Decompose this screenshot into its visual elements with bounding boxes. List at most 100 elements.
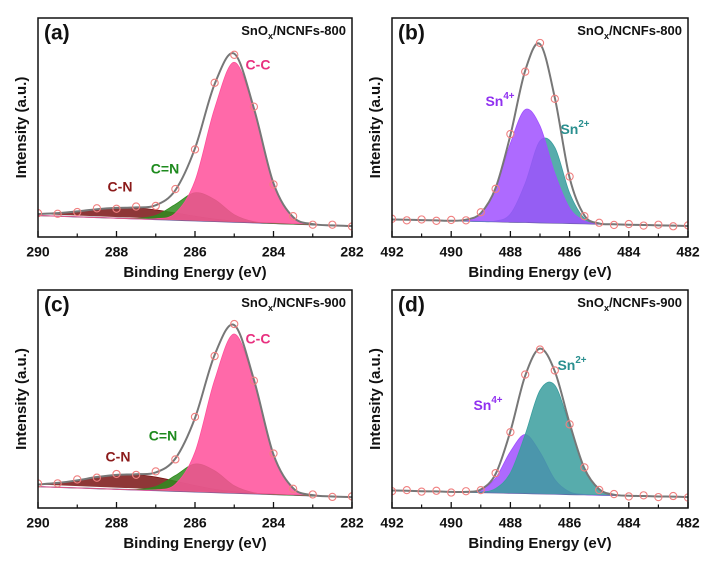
data-point: [447, 488, 456, 497]
data-point: [392, 214, 397, 223]
data-point: [654, 492, 663, 502]
data-point: [595, 485, 604, 495]
fit-line: [38, 52, 352, 228]
x-tick-label: 286: [183, 244, 207, 260]
component-label: Sn4+: [485, 91, 514, 109]
x-tick-label: 482: [676, 515, 700, 531]
data-point: [683, 493, 688, 502]
x-tick-label: 286: [183, 515, 207, 531]
data-point: [269, 449, 278, 458]
data-point: [624, 219, 633, 229]
data-point: [550, 366, 559, 375]
x-tick-label: 488: [499, 515, 523, 531]
panel-label: (d): [398, 294, 425, 317]
x-tick-label: 486: [558, 244, 582, 260]
data-point: [595, 218, 604, 227]
data-point: [461, 216, 471, 225]
data-point: [73, 475, 82, 484]
data-point: [308, 490, 317, 499]
fit-line: [392, 347, 688, 499]
component-area: [38, 61, 352, 227]
data-point: [112, 469, 121, 479]
component-label: C=N: [149, 428, 177, 444]
data-point: [535, 38, 545, 48]
data-point: [288, 212, 298, 221]
data-point: [432, 216, 441, 225]
x-tick-label: 290: [26, 515, 50, 531]
component-area: [392, 381, 688, 498]
x-tick-label: 488: [499, 244, 523, 260]
component-label: C-N: [108, 179, 133, 195]
data-point: [609, 220, 619, 230]
data-point: [392, 487, 397, 496]
fit-line: [38, 323, 352, 499]
data-point: [269, 180, 278, 189]
data-point: [683, 221, 688, 230]
component-label: Sn2+: [557, 355, 586, 373]
y-axis-label: Intensity (a.u.): [367, 77, 384, 179]
panel-label: (c): [44, 294, 70, 317]
sample-label: SnOx/NCNFs-900: [241, 295, 346, 313]
data-point: [565, 172, 574, 181]
data-point: [53, 209, 62, 218]
x-tick-label: 288: [105, 515, 129, 531]
x-axis-label: Binding Energy (eV): [123, 535, 266, 552]
data-point: [92, 473, 102, 482]
data-point: [417, 215, 426, 224]
component-label: Sn2+: [560, 119, 589, 137]
data-point: [432, 486, 441, 495]
data-point: [151, 467, 160, 476]
sample-label: SnOx/NCNFs-800: [241, 23, 346, 41]
x-tick-label: 288: [105, 244, 129, 260]
plot-area: [392, 38, 688, 231]
data-point: [521, 67, 530, 76]
data-point: [249, 102, 259, 111]
x-tick-label: 282: [340, 244, 364, 260]
data-point: [131, 202, 141, 211]
data-point: [171, 184, 180, 194]
panel: C-N C=N C-C 290 288 286 284 282 Binding Energy (…: [13, 289, 364, 552]
data-point: [476, 485, 485, 495]
x-tick-label: 284: [262, 515, 286, 531]
data-point: [92, 204, 102, 213]
component-label: Sn4+: [473, 395, 502, 413]
data-point: [288, 484, 298, 493]
fit-line: [392, 42, 688, 228]
x-axis-label: Binding Energy (eV): [468, 264, 611, 281]
x-tick-label: 486: [558, 515, 582, 531]
x-tick-label: 284: [262, 244, 286, 260]
component-label: C-N: [106, 449, 131, 465]
data-point: [249, 376, 259, 385]
x-tick-label: 490: [440, 515, 464, 531]
data-point: [230, 50, 239, 59]
data-point: [308, 220, 317, 229]
data-point: [506, 427, 515, 437]
data-point: [580, 463, 589, 472]
data-point: [190, 145, 200, 154]
x-tick-label: 490: [440, 244, 464, 260]
data-point: [565, 420, 574, 429]
data-point: [669, 222, 678, 231]
x-tick-label: 484: [617, 244, 641, 260]
data-point: [550, 94, 559, 103]
y-axis-label: Intensity (a.u.): [13, 348, 30, 450]
data-point: [402, 216, 411, 225]
y-axis-label: Intensity (a.u.): [367, 348, 384, 450]
plot-area: [392, 345, 688, 502]
x-tick-label: 290: [26, 244, 50, 260]
sample-label: SnOx/NCNFs-800: [577, 23, 682, 41]
data-point: [639, 491, 648, 500]
x-tick-label: 482: [676, 244, 700, 260]
data-point: [171, 455, 180, 464]
data-point: [461, 487, 471, 496]
data-point: [328, 492, 337, 502]
component-label: C-C: [246, 57, 271, 73]
component-label: C-C: [246, 331, 271, 347]
panel: Sn4+ Sn2+ 492 490 488 486 484 482 Binding Energy…: [367, 289, 700, 552]
data-point: [328, 220, 337, 229]
data-point: [151, 201, 160, 211]
data-point: [131, 470, 141, 480]
component-area: [392, 108, 688, 227]
data-point: [639, 221, 648, 230]
